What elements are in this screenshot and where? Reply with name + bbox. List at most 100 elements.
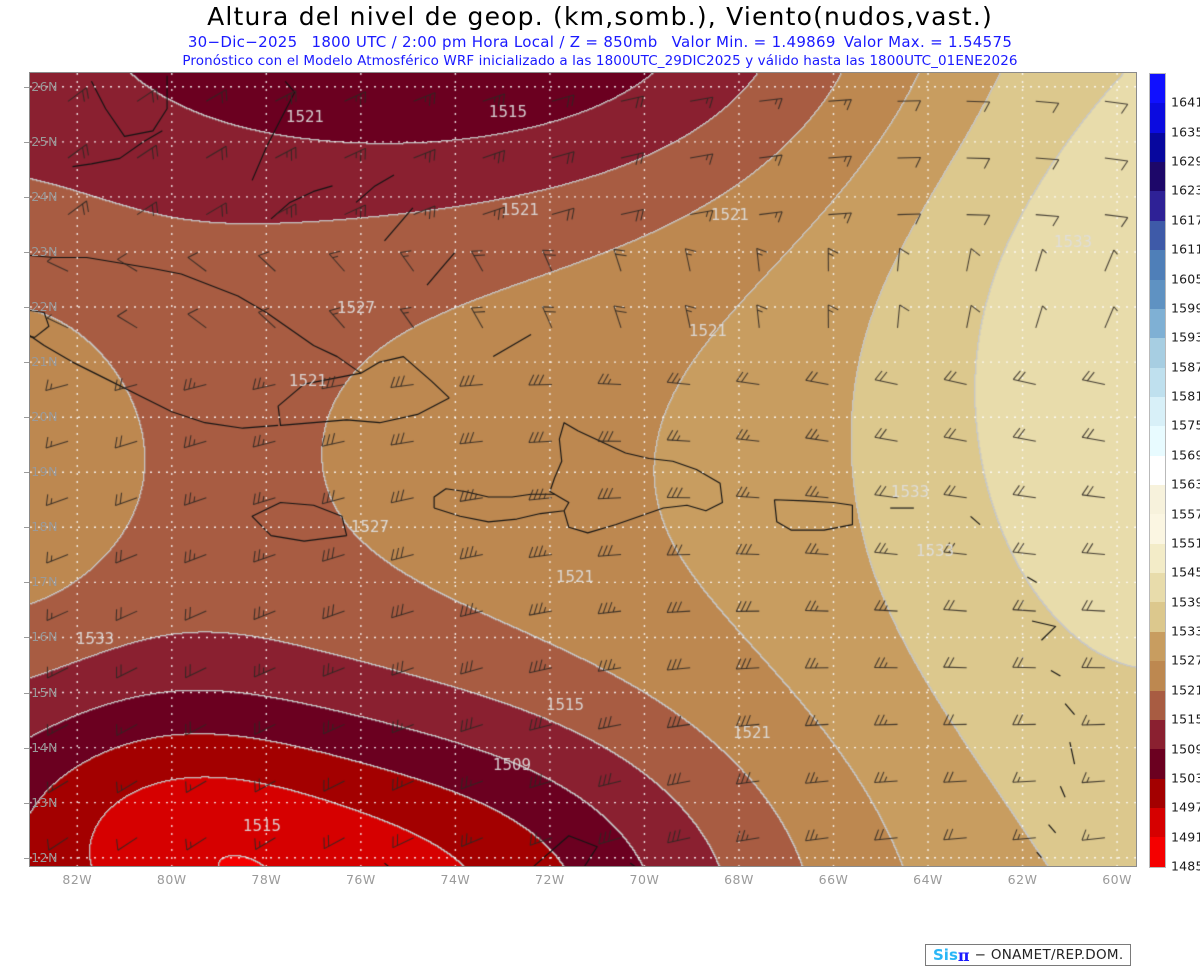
colorbar-swatch[interactable] (1150, 719, 1165, 750)
lat-tick-label: 12N (31, 849, 58, 865)
colorbar-swatch[interactable] (1150, 250, 1165, 280)
lat-tick-label: 14N (31, 739, 58, 755)
colorbar-tick-label: 1629 (1171, 153, 1200, 169)
colorbar-tick-label: 1551 (1171, 535, 1200, 551)
lat-tick-mark (24, 472, 29, 474)
lat-tick-mark (24, 527, 29, 529)
sispi-logo-text: Sis (933, 946, 958, 964)
lat-tick-mark (24, 692, 29, 694)
colorbar-swatch[interactable] (1150, 485, 1165, 515)
colorbar-tick-label: 1545 (1171, 564, 1200, 580)
colorbar-tick-label: 1611 (1171, 241, 1200, 257)
colorbar-swatch[interactable] (1150, 749, 1165, 779)
lat-tick-mark (24, 747, 29, 749)
colorbar-tick-label: 1563 (1171, 476, 1200, 492)
lat-tick-mark (24, 582, 29, 584)
colorbar-tick-label: 1581 (1171, 388, 1200, 404)
colorbar-swatch[interactable] (1150, 426, 1165, 456)
colorbar[interactable] (1149, 73, 1166, 868)
colorbar-swatch[interactable] (1150, 514, 1165, 544)
lat-tick-mark (24, 802, 29, 804)
colorbar-swatch[interactable] (1150, 455, 1165, 486)
pi-icon: π (957, 945, 970, 965)
subtitle-model-info: Pronóstico con el Modelo Atmosférico WRF… (182, 53, 1018, 69)
colorbar-swatch[interactable] (1150, 338, 1165, 368)
lon-tick-label: 66W (818, 872, 849, 887)
colorbar-tick-label: 1515 (1171, 711, 1200, 727)
lat-tick-label: 21N (31, 354, 58, 370)
lon-tick-label: 78W (251, 872, 282, 887)
colorbar-swatch[interactable] (1150, 543, 1165, 574)
lon-tick-label: 64W (913, 872, 943, 887)
colorbar-tick-label: 1593 (1171, 329, 1200, 345)
lon-tick-label: 82W (62, 872, 93, 887)
colorbar-swatch[interactable] (1150, 220, 1165, 251)
lat-tick-label: 18N (31, 519, 58, 535)
lat-tick-label: 19N (31, 464, 58, 480)
chart-header: Altura del nivel de geop. (km,somb.), Vi… (0, 0, 1200, 70)
lat-tick-label: 25N (31, 133, 58, 149)
colorbar-tick-label: 1623 (1171, 182, 1200, 198)
colorbar-swatch[interactable] (1150, 396, 1165, 427)
lon-tick-label: 80W (156, 872, 187, 887)
lat-tick-label: 20N (31, 409, 58, 425)
lat-tick-mark (24, 857, 29, 859)
lon-tick-label: 68W (724, 872, 754, 887)
colorbar-swatch[interactable] (1150, 74, 1165, 104)
map-panel[interactable] (29, 72, 1137, 867)
lon-tick-label: 74W (440, 872, 471, 887)
colorbar-tick-label: 1521 (1171, 682, 1200, 698)
colorbar-tick-label: 1533 (1171, 623, 1200, 639)
colorbar-tick-label: 1587 (1171, 359, 1200, 375)
page-title: Altura del nivel de geop. (km,somb.), Vi… (207, 2, 993, 31)
colorbar-swatch[interactable] (1150, 191, 1165, 221)
colorbar-tick-label: 1509 (1171, 741, 1200, 757)
colorbar-swatch[interactable] (1150, 778, 1165, 808)
colorbar-swatch[interactable] (1150, 132, 1165, 163)
colorbar-tick-label: 1557 (1171, 506, 1200, 522)
lat-tick-mark (24, 141, 29, 143)
colorbar-swatch[interactable] (1150, 573, 1165, 603)
colorbar-swatch[interactable] (1150, 631, 1165, 662)
lat-tick-mark (24, 307, 29, 309)
colorbar-swatch[interactable] (1150, 308, 1165, 339)
colorbar-tick-label: 1641 (1171, 94, 1200, 110)
colorbar-tick-label: 1497 (1171, 799, 1200, 815)
colorbar-swatch[interactable] (1150, 162, 1165, 192)
colorbar-tick-label: 1575 (1171, 417, 1200, 433)
chart-plot-area: Sis π − ONAMET/REP.DOM. 26N 25N 24N 23N 22N 21… (0, 70, 1200, 966)
credit-badge: Sis π − ONAMET/REP.DOM. (925, 944, 1132, 966)
subtitle-valid-time: 30−Dic−2025 1800 UTC / 2:00 pm Hora Local… (0, 32, 1200, 52)
subtitle-date: 30−Dic−2025 (187, 33, 298, 51)
colorbar-swatch[interactable] (1150, 602, 1165, 632)
lon-tick-label: 72W (535, 872, 565, 887)
lat-tick-label: 26N (31, 78, 58, 94)
colorbar-swatch[interactable] (1150, 279, 1165, 309)
colorbar-swatch[interactable] (1150, 837, 1165, 867)
colorbar-tick-label: 1569 (1171, 447, 1200, 463)
colorbar-swatch[interactable] (1150, 103, 1165, 133)
colorbar-tick-label: 1485 (1171, 858, 1200, 874)
lat-tick-label: 23N (31, 243, 58, 259)
colorbar-tick-label: 1599 (1171, 300, 1200, 316)
lat-tick-mark (24, 196, 29, 198)
colorbar-tick-label: 1491 (1171, 829, 1200, 845)
lon-tick-label: 76W (345, 872, 376, 887)
lat-tick-label: 22N (31, 299, 58, 315)
geopotential-heatmap-canvas (30, 73, 1136, 866)
lat-tick-label: 13N (31, 794, 58, 810)
colorbar-tick-label: 1539 (1171, 594, 1200, 610)
colorbar-tick-label: 1605 (1171, 271, 1200, 287)
colorbar-swatch[interactable] (1150, 661, 1165, 691)
colorbar-swatch[interactable] (1150, 807, 1165, 838)
subtitle-time: 1800 UTC / 2:00 pm Hora Local / Z = 850m… (311, 33, 658, 51)
colorbar-tick-label: 1635 (1171, 124, 1200, 140)
colorbar-swatch[interactable] (1150, 367, 1165, 397)
colorbar-swatch[interactable] (1150, 690, 1165, 720)
lat-tick-mark (24, 362, 29, 364)
lat-tick-mark (24, 637, 29, 639)
lat-tick-mark (24, 86, 29, 88)
lon-tick-label: 62W (1007, 872, 1038, 887)
lat-tick-label: 16N (31, 629, 58, 645)
credit-agency-label: − ONAMET/REP.DOM. (974, 947, 1124, 963)
